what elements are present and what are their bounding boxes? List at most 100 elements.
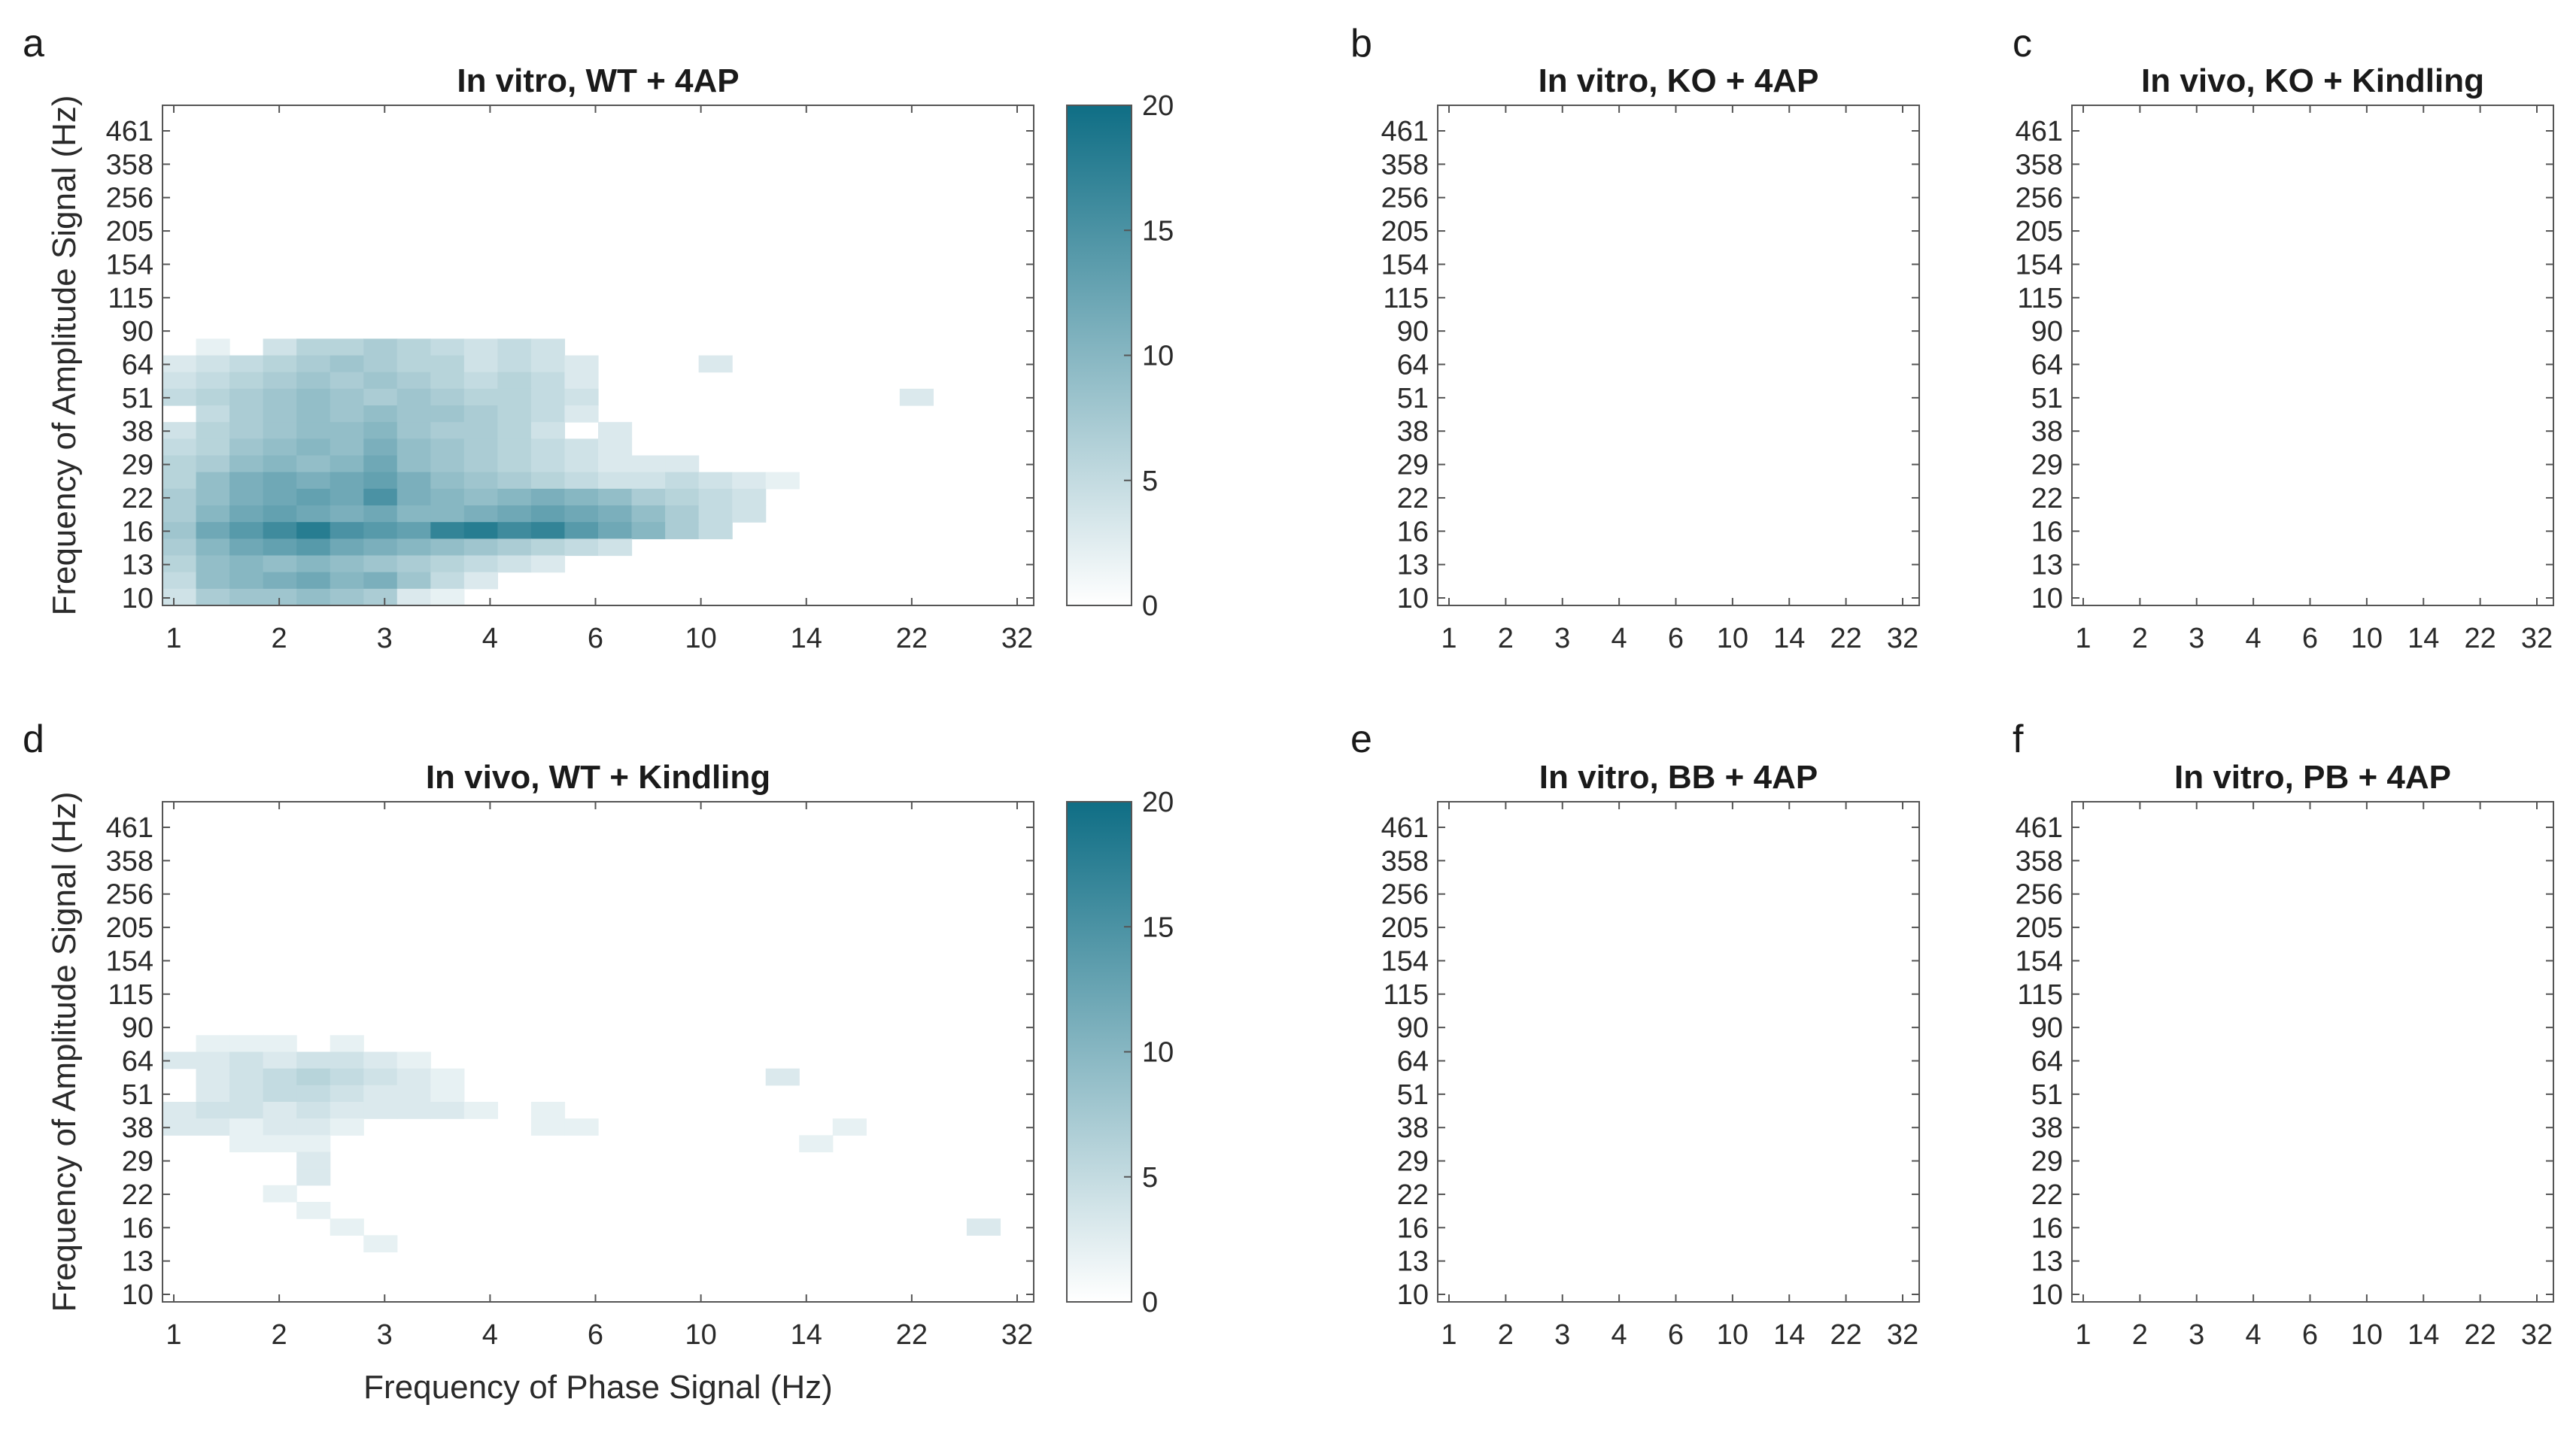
colorbar: 0 5 10 15 20: [1066, 787, 1174, 1318]
heatmap-cell: [463, 455, 498, 473]
heatmap-cell: [564, 405, 599, 423]
y-tick-label: 256: [2016, 879, 2063, 911]
heatmap-cell: [330, 422, 364, 439]
heatmap-cell: [263, 1085, 297, 1103]
heatmap-cell: [163, 1051, 197, 1069]
y-tick-label: 90: [122, 1012, 153, 1044]
heatmap-cell: [430, 372, 465, 390]
heatmap-cell: [430, 522, 465, 539]
heatmap-cell: [263, 1135, 297, 1153]
heatmap-cell: [229, 588, 264, 606]
heatmap-cell: [163, 455, 197, 473]
panel-letter: c: [2012, 22, 2032, 65]
heatmap-cell: [363, 1051, 398, 1069]
y-tick-label: 154: [2016, 249, 2063, 281]
heatmap-cell: [530, 555, 566, 573]
heatmap-cell: [363, 555, 398, 573]
y-tick-label: 90: [1397, 316, 1429, 347]
heatmap-cell: [296, 372, 331, 390]
x-tick-label: 4: [1612, 623, 1627, 654]
colorbar-tick-label: 0: [1142, 1287, 1158, 1318]
y-tick-label: 13: [2031, 550, 2063, 581]
y-axis-label: Frequency of Amplitude Signal (Hz): [46, 791, 83, 1312]
heatmap-cell: [463, 1102, 498, 1119]
x-tick-label: 2: [272, 623, 287, 654]
heatmap-cell: [263, 355, 297, 373]
colorbar-tick-label: 15: [1142, 215, 1174, 247]
y-tick-label: 256: [106, 879, 153, 911]
y-tick-label: 461: [2016, 116, 2063, 147]
heatmap-cell: [296, 1118, 331, 1136]
x-tick-label: 14: [2407, 1319, 2439, 1351]
heatmap-cell: [497, 355, 532, 373]
heatmap-cell: [363, 1102, 398, 1119]
heatmap-cell: [430, 405, 465, 423]
x-tick-label: 3: [1554, 1319, 1570, 1351]
heatmap-cell: [296, 1202, 331, 1219]
heatmap-cell: [463, 355, 498, 373]
heatmap-cell: [196, 355, 230, 373]
heatmap-cell: [229, 472, 264, 490]
heatmap-cell: [497, 505, 532, 523]
y-tick-label: 205: [106, 912, 153, 944]
heatmap-cell: [296, 555, 331, 573]
x-tick-label: 4: [1612, 1319, 1627, 1351]
heatmap-cell: [196, 1118, 230, 1136]
plot-frame: [2071, 105, 2554, 606]
plot-area: [1438, 802, 1919, 1302]
heatmap-cell: [598, 505, 633, 523]
x-tick-label: 22: [896, 1319, 928, 1351]
heatmap-cell: [765, 1068, 800, 1086]
panel-b: bIn vitro, KO + 4AP101316222938516490115…: [1350, 22, 1920, 654]
heatmap-cell: [196, 372, 230, 390]
y-tick-label: 10: [1397, 1279, 1429, 1311]
heatmap-cell: [363, 355, 398, 373]
panel-title: In vivo, WT + Kindling: [426, 759, 770, 796]
y-tick-label: 51: [122, 383, 153, 414]
heatmap-cell: [463, 572, 498, 590]
heatmap-cell: [229, 388, 264, 406]
heatmap-cell: [832, 1118, 867, 1136]
heatmap-cell: [330, 405, 364, 423]
heatmap-cell: [430, 505, 465, 523]
y-tick-label: 115: [2017, 283, 2063, 314]
heatmap-cell: [330, 355, 364, 373]
heatmap-cell: [263, 1118, 297, 1136]
x-tick-label: 10: [1717, 623, 1748, 654]
heatmap-cell: [598, 522, 633, 539]
heatmap-cell: [296, 1168, 331, 1186]
x-tick-label: 3: [2189, 623, 2204, 654]
heatmap-cell: [363, 588, 398, 606]
heatmap-cell: [631, 522, 666, 539]
heatmap-cell: [396, 438, 431, 457]
y-tick-label: 205: [1381, 912, 1429, 944]
heatmap-cell: [263, 472, 297, 490]
y-tick-label: 22: [2031, 483, 2063, 514]
plot-area: [2072, 105, 2553, 605]
heatmap-cell: [698, 505, 733, 523]
heatmap-cell: [396, 588, 431, 606]
heatmap-cell: [196, 338, 230, 356]
x-tick-label: 3: [377, 1319, 393, 1351]
heatmap-cell: [363, 438, 398, 457]
y-tick-label: 358: [1381, 149, 1429, 181]
y-tick-label: 154: [106, 945, 153, 977]
heatmap-cell: [430, 488, 465, 506]
y-tick-label: 10: [2031, 583, 2063, 614]
heatmap-cell: [196, 1085, 230, 1103]
y-tick-label: 461: [106, 812, 153, 844]
heatmap-cell: [598, 472, 633, 490]
colorbar-tick-label: 10: [1142, 1037, 1174, 1069]
x-tick-label: 4: [482, 623, 498, 654]
y-tick-label: 461: [2016, 812, 2063, 844]
colorbar-gradient: [1067, 105, 1132, 605]
y-tick-label: 51: [1397, 1079, 1429, 1111]
heatmap-cell: [330, 555, 364, 573]
heatmap-cell: [530, 372, 566, 390]
heatmap-cell: [430, 539, 465, 557]
heatmap-cell: [799, 1135, 834, 1153]
heatmap-cell: [463, 505, 498, 523]
x-tick-label: 32: [1887, 1319, 1918, 1351]
heatmap-cell: [396, 522, 431, 539]
heatmap-cell: [430, 338, 465, 356]
